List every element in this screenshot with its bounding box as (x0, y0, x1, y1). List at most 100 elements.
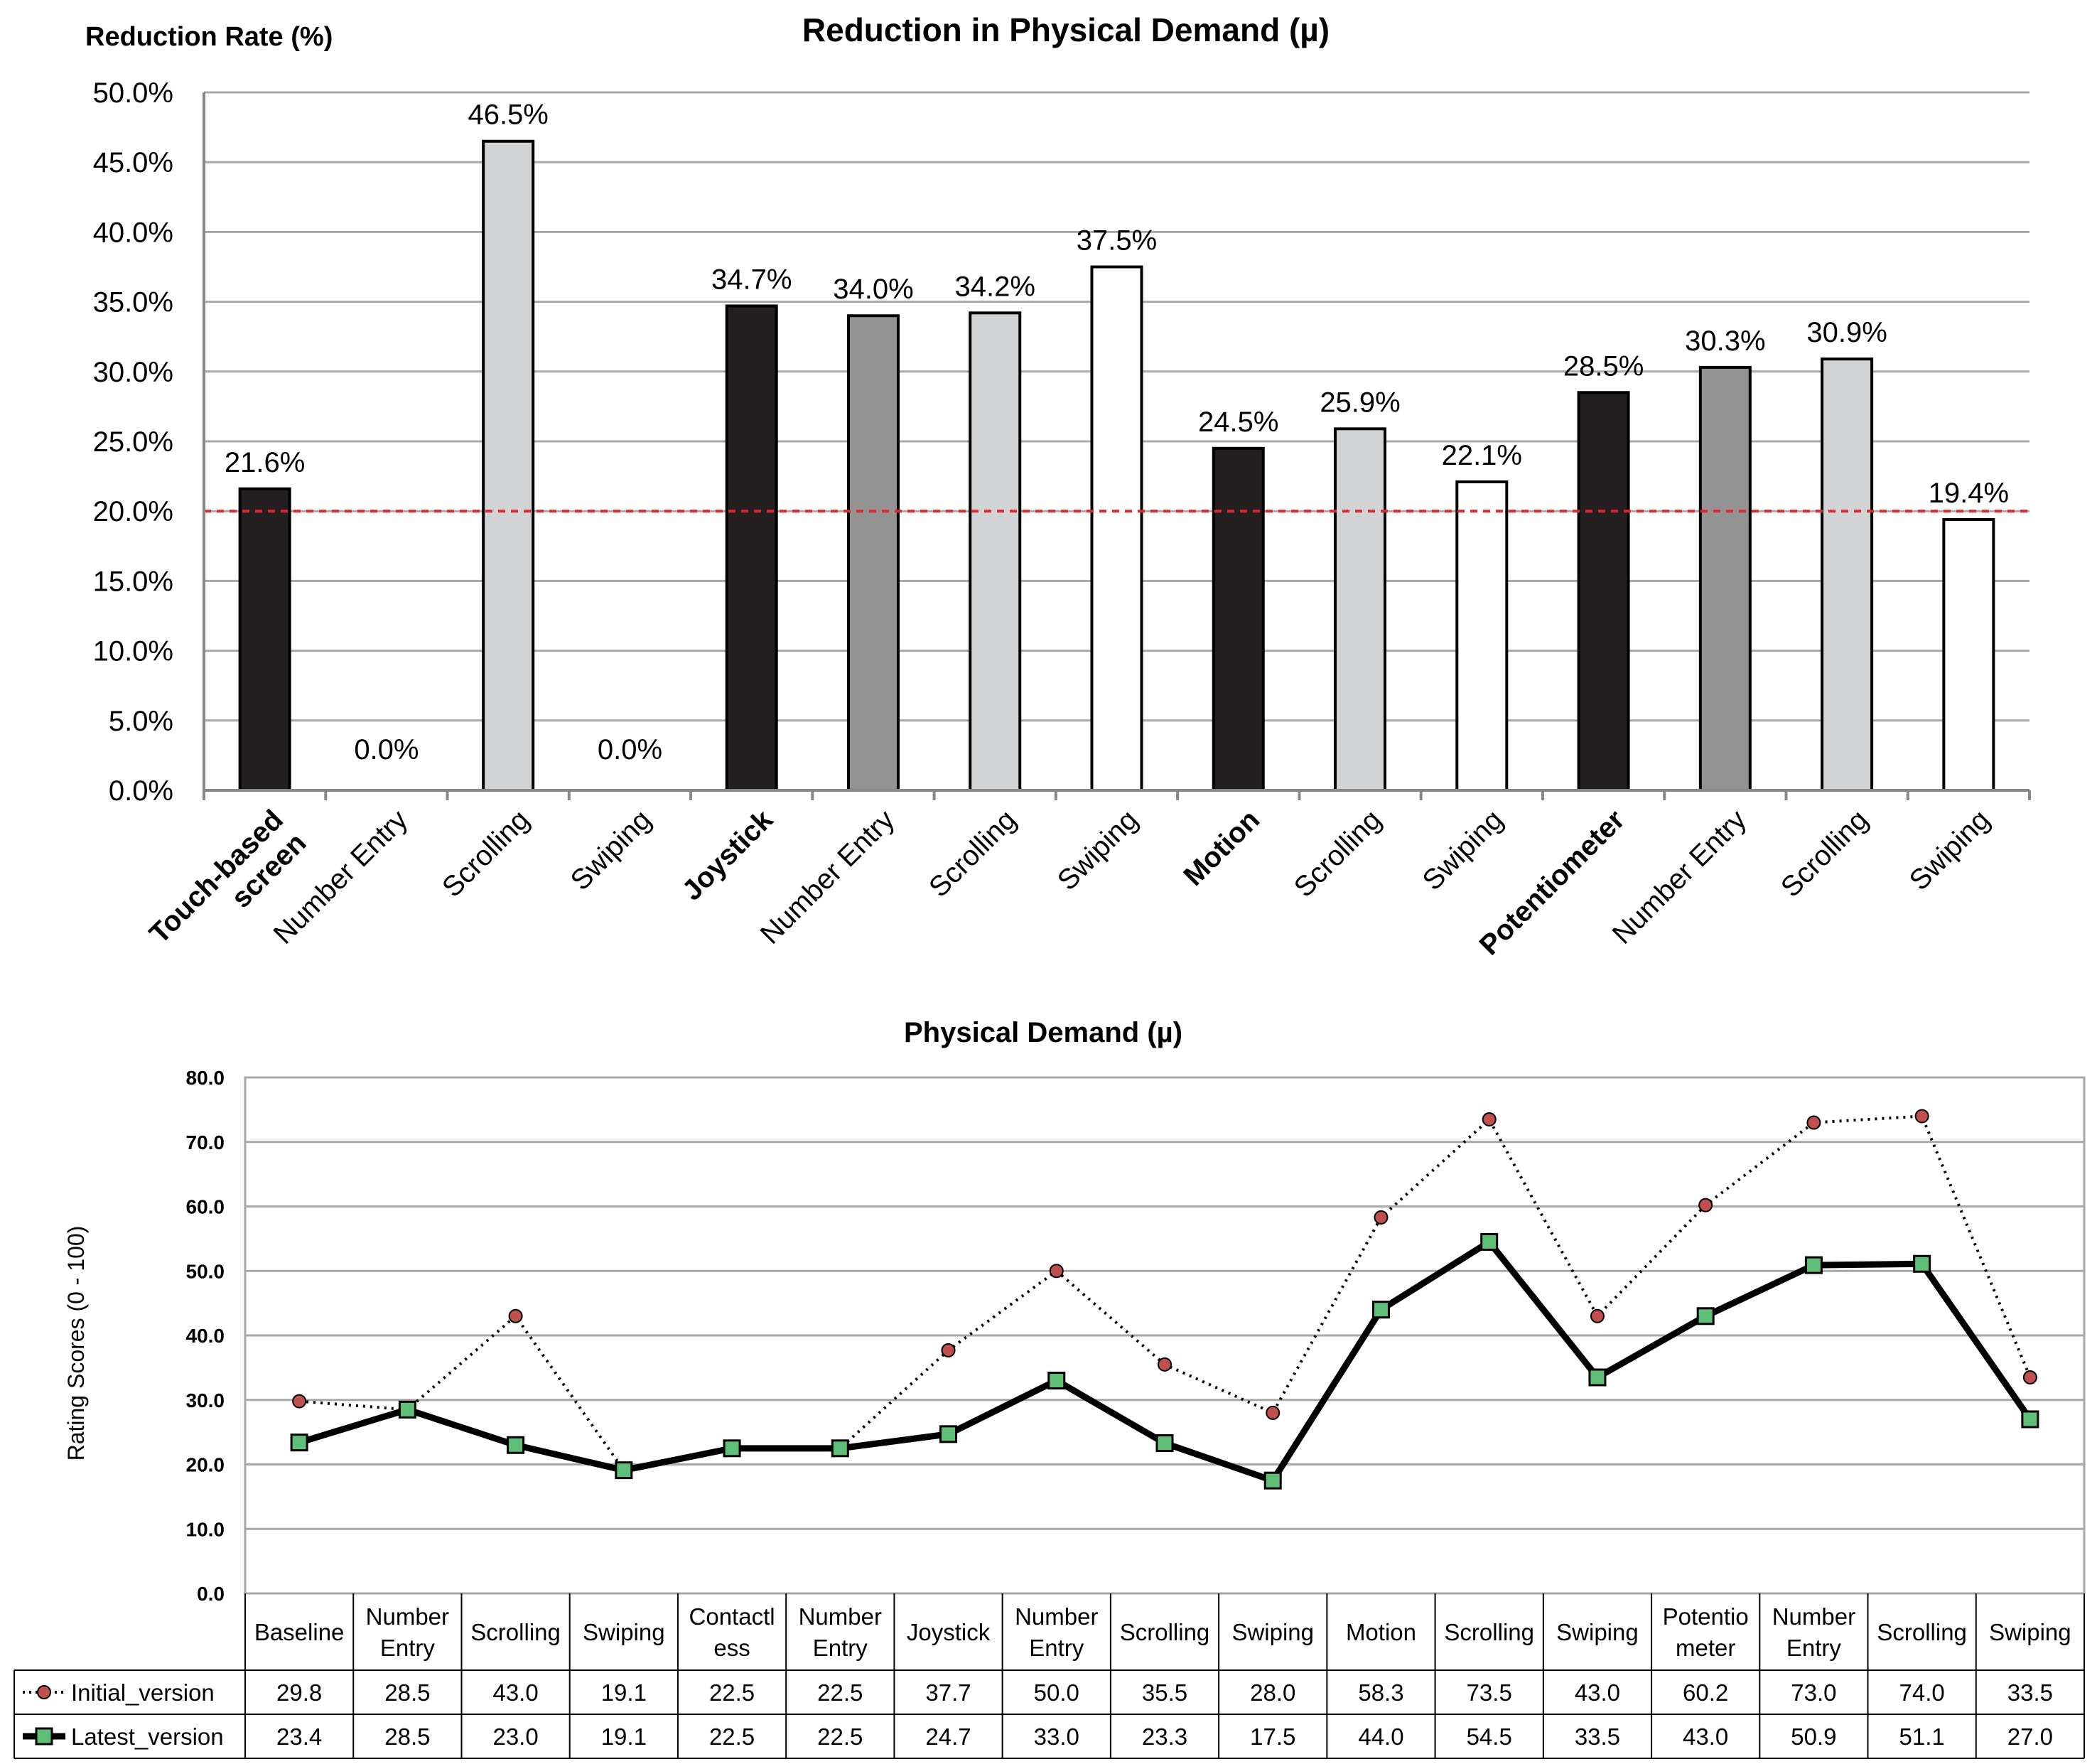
table-category-header: Swiping (1989, 1619, 2071, 1645)
initial-version-point (941, 1343, 956, 1357)
latest-version-point (1804, 1256, 1823, 1274)
bar (1212, 446, 1265, 792)
bar-value-label: 34.2% (955, 271, 1035, 302)
table-category-line: Entry (1786, 1635, 1842, 1661)
bar-value-label: 24.5% (1198, 407, 1278, 438)
bar-chart-y-tick-label: 15.0% (93, 566, 173, 597)
table-value-cell: 28.0 (1250, 1679, 1295, 1706)
latest-version-point (723, 1439, 741, 1458)
bar-value-label: 19.4% (1929, 478, 2009, 509)
table-value-cell: 43.0 (1683, 1723, 1728, 1750)
bar-chart-y-tick-label: 30.0% (93, 357, 173, 388)
bar-chart-category-label: Scrolling (923, 804, 1023, 903)
bar-chart-y-tick-label: 20.0% (93, 496, 173, 527)
table-value-cell: 22.5 (817, 1679, 863, 1706)
table-category-line: Baseline (254, 1619, 345, 1645)
table-value-cell: 43.0 (492, 1679, 538, 1706)
bar-chart-y-tick-label: 5.0% (109, 706, 173, 737)
initial-version-point (1049, 1264, 1064, 1279)
latest-version-point (1480, 1232, 1499, 1251)
initial-version-point (1158, 1357, 1172, 1372)
table-value-cell: 73.5 (1467, 1679, 1512, 1706)
table-value-cell: 50.0 (1034, 1679, 1079, 1706)
table-category-line: Swiping (1556, 1619, 1639, 1645)
latest-version-point (2021, 1410, 2039, 1429)
bar-value-label: 0.0% (354, 734, 419, 765)
line-chart-y-tick-label: 20.0 (186, 1454, 225, 1476)
bar-chart-y-tick-label: 50.0% (93, 77, 173, 109)
bar-value-label: 37.5% (1077, 225, 1157, 257)
bar-value-label: 25.9% (1320, 387, 1400, 418)
bar-chart-category-line: Number Entry (268, 804, 414, 950)
bar-chart-category-label: Joystick (676, 804, 780, 907)
bar (1577, 391, 1630, 792)
bar (1090, 265, 1143, 792)
initial-version-point (292, 1394, 307, 1409)
bar-chart-category-line: Scrolling (1288, 804, 1388, 903)
legend-initial-marker (37, 1685, 51, 1699)
bar-chart-category-label: Scrolling (1775, 804, 1875, 903)
bar-value-label: 0.0% (598, 734, 662, 765)
bar-value-label: 28.5% (1563, 350, 1644, 382)
line-chart-y-tick-label: 60.0 (186, 1196, 225, 1218)
line-chart-title: Physical Demand (µ) (904, 1017, 1182, 1048)
table-category-line: Number (1015, 1603, 1098, 1630)
table-value-cell: 58.3 (1358, 1679, 1403, 1706)
initial-version-point (1806, 1115, 1821, 1130)
bar (969, 311, 1022, 792)
table-value-cell: 23.0 (492, 1723, 538, 1750)
line-chart-y-tick-label: 10.0 (186, 1518, 225, 1540)
table-value-cell: 51.1 (1899, 1723, 1945, 1750)
bar-chart-category-line: Joystick (676, 804, 780, 907)
table-category-line: Swiping (1231, 1619, 1314, 1645)
table-category-header: Scrolling (1444, 1619, 1534, 1645)
initial-version-point (1914, 1109, 1929, 1124)
table-category-line: Number (366, 1603, 449, 1630)
table-category-line: Number (799, 1603, 882, 1630)
bar-value-label: 21.6% (225, 447, 305, 478)
latest-version-point (1263, 1471, 1282, 1490)
table-value-cell: 17.5 (1250, 1723, 1295, 1750)
latest-version-point (507, 1436, 525, 1454)
latest-version-point (290, 1434, 308, 1452)
bar-chart-y-tick-label: 10.0% (93, 636, 173, 667)
line-chart-y-tick-label: 40.0 (186, 1325, 225, 1347)
table-value-cell: 33.0 (1034, 1723, 1079, 1750)
table-value-cell: 43.0 (1575, 1679, 1620, 1706)
legend-series-name: Latest_version (71, 1723, 224, 1750)
bar-chart-category-label: Swiping (1904, 804, 1996, 896)
bar-chart-category-line: Swiping (1052, 804, 1144, 896)
table-value-cell: 22.5 (817, 1723, 863, 1750)
table-value-cell: 44.0 (1358, 1723, 1403, 1750)
bar-chart-category-label: Swiping (1052, 804, 1144, 896)
bar-chart-y-tick-label: 45.0% (93, 147, 173, 178)
table-category-line: Potentio (1663, 1603, 1749, 1630)
table-category-line: Swiping (1989, 1619, 2071, 1645)
line-chart-y-tick-label: 0.0 (197, 1583, 225, 1605)
bar-value-label: 34.0% (833, 274, 913, 305)
table-category-header: Number Entry (799, 1603, 882, 1661)
bar (1942, 517, 1995, 792)
bar-chart-category-line: Swiping (1417, 804, 1509, 896)
table-category-line: Motion (1346, 1619, 1416, 1645)
table-category-line: Scrolling (1877, 1619, 1967, 1645)
table-value-cell: 35.5 (1142, 1679, 1187, 1706)
bar (238, 487, 291, 792)
table-value-cell: 27.0 (2007, 1723, 2053, 1750)
initial-version-line (298, 1114, 2032, 1472)
table-value-cell: 74.0 (1899, 1679, 1945, 1706)
table-value-cell: 33.5 (1575, 1723, 1620, 1750)
initial-version-point (1590, 1308, 1605, 1323)
line-chart-y-tick-label: 70.0 (186, 1131, 225, 1153)
table-value-cell: 29.8 (276, 1679, 322, 1706)
initial-version-point (1266, 1405, 1281, 1420)
table-category-line: Scrolling (1444, 1619, 1534, 1645)
legend-series-name: Initial_version (71, 1679, 215, 1706)
table-category-line: Entry (813, 1635, 868, 1661)
table-category-line: Joystick (907, 1619, 991, 1645)
bar-chart-category-line: Scrolling (1775, 804, 1875, 903)
bar-chart-title: Reduction in Physical Demand (µ) (802, 11, 1330, 48)
latest-version-point (939, 1425, 958, 1443)
bar-chart-y-tick-label: 25.0% (93, 426, 173, 458)
table-category-header: Swiping (1556, 1619, 1639, 1645)
